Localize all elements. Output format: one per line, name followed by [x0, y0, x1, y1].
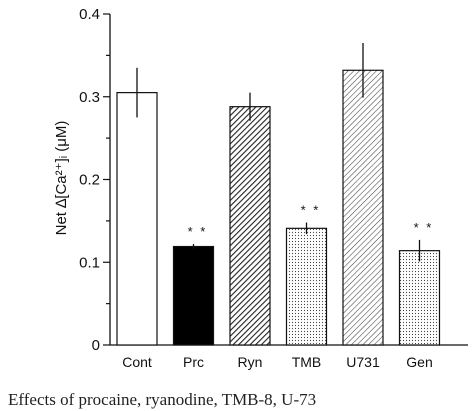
figure-caption: Effects of procaine, ryanodine, TMB-8, U… — [8, 390, 316, 409]
bar-group-ryn: Ryn — [229, 92, 271, 370]
x-tick-label: Prc — [183, 354, 204, 370]
y-axis-label: Net ∆[Ca²⁺]ᵢ (μM) — [53, 121, 70, 236]
x-tick-label: Cont — [122, 354, 152, 370]
axes: 0 0.1 0.2 0.3 0.4 — [79, 6, 468, 354]
bars-group: Cont * * Prc Ryn * * TMB U731 * * Gen — [116, 42, 441, 370]
x-tick-label: Ryn — [238, 354, 263, 370]
y-tick-label: 0 — [92, 337, 100, 354]
x-tick-label: TMB — [292, 354, 322, 370]
significance-marker: * * — [414, 220, 434, 235]
bar — [116, 92, 158, 346]
y-tick-label: 0.3 — [79, 89, 100, 106]
bar-group-tmb: * * TMB — [285, 203, 328, 370]
bar — [229, 106, 271, 346]
bar — [342, 69, 384, 346]
y-tick-label: 0.1 — [79, 254, 100, 271]
bar-group-prc: * * Prc — [172, 224, 215, 370]
x-tick-label: U731 — [346, 354, 380, 370]
bar — [285, 227, 328, 346]
bar-group-gen: * * Gen — [398, 220, 441, 370]
y-tick-label: 0.4 — [79, 6, 100, 23]
bar-group-u731: U731 — [342, 42, 384, 370]
y-tick-label: 0.2 — [79, 172, 100, 189]
significance-marker: * * — [188, 224, 208, 239]
bar — [172, 245, 215, 346]
x-tick-label: Gen — [406, 354, 432, 370]
bar — [398, 250, 441, 346]
bar-group-cont: Cont — [116, 67, 158, 370]
significance-marker: * * — [301, 203, 321, 218]
